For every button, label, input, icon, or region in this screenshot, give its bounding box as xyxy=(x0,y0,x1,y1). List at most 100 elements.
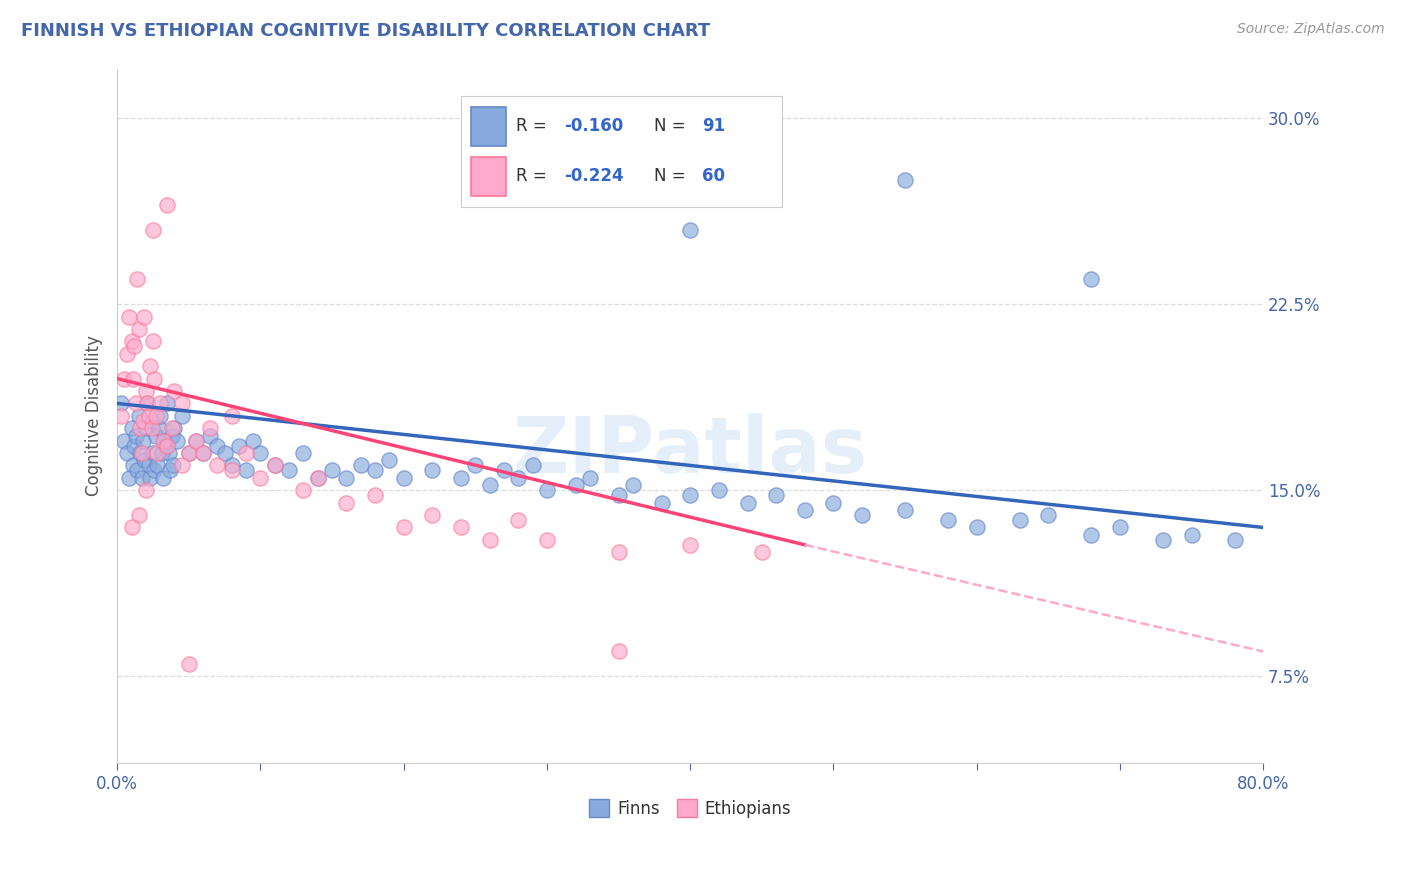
Point xyxy=(679,223,702,237)
Point xyxy=(823,496,845,510)
Point xyxy=(894,173,917,187)
Point xyxy=(392,520,415,534)
Point xyxy=(536,483,558,498)
Point xyxy=(936,513,959,527)
Point xyxy=(122,458,145,473)
Point xyxy=(155,439,177,453)
Point xyxy=(150,446,173,460)
Point xyxy=(121,520,143,534)
Point xyxy=(464,458,486,473)
Point xyxy=(156,439,179,453)
Point xyxy=(335,471,357,485)
Point xyxy=(115,347,138,361)
Point xyxy=(121,421,143,435)
Point xyxy=(235,463,257,477)
Point xyxy=(134,453,156,467)
Point xyxy=(249,446,271,460)
Point xyxy=(200,428,222,442)
Point xyxy=(153,434,176,448)
Point xyxy=(138,409,160,423)
Point xyxy=(207,458,229,473)
Point xyxy=(966,520,988,534)
Point xyxy=(292,446,315,460)
Point xyxy=(177,446,200,460)
Point xyxy=(221,409,243,423)
Point xyxy=(1152,533,1174,547)
Point xyxy=(579,471,602,485)
Point xyxy=(143,463,166,477)
Text: ZIPatlas: ZIPatlas xyxy=(513,413,868,489)
Point xyxy=(139,471,162,485)
Point xyxy=(221,458,243,473)
Point xyxy=(129,421,152,435)
Point xyxy=(263,458,285,473)
Point xyxy=(124,439,146,453)
Point xyxy=(131,446,153,460)
Point xyxy=(207,439,229,453)
Point xyxy=(145,428,167,442)
Point xyxy=(422,508,444,522)
Point xyxy=(765,488,787,502)
Point xyxy=(478,533,501,547)
Point xyxy=(450,471,472,485)
Point xyxy=(177,446,200,460)
Point xyxy=(134,310,156,324)
Point xyxy=(679,538,702,552)
Point xyxy=(118,310,141,324)
Point xyxy=(751,545,773,559)
Point xyxy=(132,434,155,448)
Point xyxy=(263,458,285,473)
Point xyxy=(1008,513,1031,527)
Point xyxy=(146,446,169,460)
Point xyxy=(607,644,630,658)
Point xyxy=(184,434,207,448)
Point xyxy=(112,371,135,385)
Point xyxy=(152,434,174,448)
Point xyxy=(564,478,586,492)
Point xyxy=(607,545,630,559)
Point xyxy=(142,446,165,460)
Point xyxy=(160,421,183,435)
Y-axis label: Cognitive Disability: Cognitive Disability xyxy=(86,335,103,496)
Point xyxy=(894,503,917,517)
Point xyxy=(191,446,214,460)
Point xyxy=(128,409,150,423)
Point xyxy=(166,434,188,448)
Point xyxy=(335,496,357,510)
Point xyxy=(1080,272,1102,286)
Point xyxy=(292,483,315,498)
Point xyxy=(1038,508,1060,522)
Point xyxy=(235,446,257,460)
Point xyxy=(127,463,149,477)
Point xyxy=(157,446,180,460)
Point xyxy=(141,421,163,435)
Point xyxy=(127,272,149,286)
Point xyxy=(162,458,184,473)
Point xyxy=(478,478,501,492)
Point xyxy=(170,458,193,473)
Point xyxy=(607,488,630,502)
Point xyxy=(135,384,157,398)
Point xyxy=(136,396,159,410)
Point xyxy=(136,396,159,410)
Point xyxy=(307,471,329,485)
Point xyxy=(124,339,146,353)
Point xyxy=(422,463,444,477)
Point xyxy=(118,471,141,485)
Point xyxy=(536,533,558,547)
Point xyxy=(191,446,214,460)
Point xyxy=(177,657,200,671)
Point xyxy=(1223,533,1246,547)
Point xyxy=(793,503,815,517)
Point xyxy=(110,409,132,423)
Point xyxy=(110,396,132,410)
Point xyxy=(170,396,193,410)
Point xyxy=(121,334,143,349)
Point xyxy=(148,421,170,435)
Point xyxy=(156,198,179,212)
Point xyxy=(707,483,730,498)
Point xyxy=(621,478,644,492)
Point xyxy=(307,471,329,485)
Point xyxy=(378,453,401,467)
Point xyxy=(125,396,148,410)
